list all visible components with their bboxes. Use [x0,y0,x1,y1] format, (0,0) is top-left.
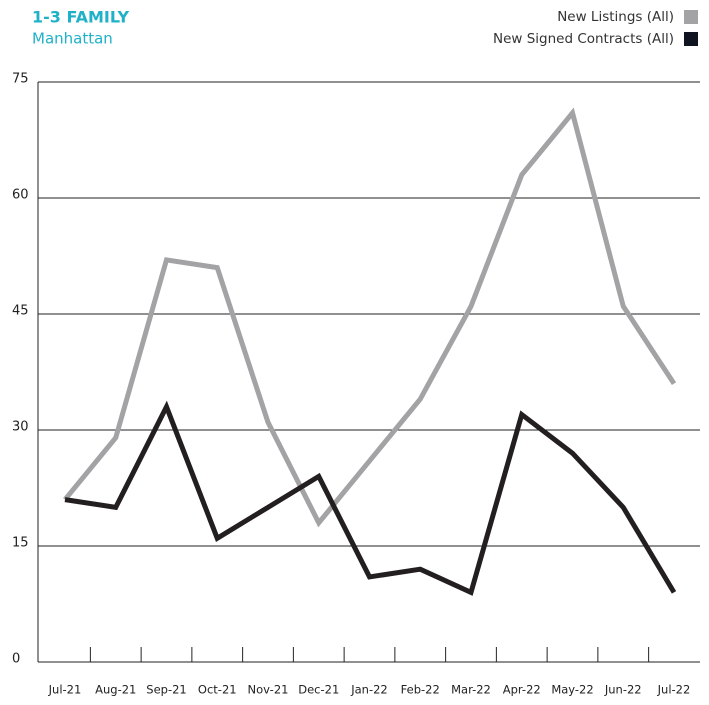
series-line [64,400,677,596]
y-tick-label: 45 [12,304,29,319]
x-tick-label: Jun-22 [604,683,642,697]
x-tick-label: Dec-21 [298,683,339,697]
x-tick-label: Jul-21 [48,683,82,697]
x-tick-label: Aug-21 [95,683,136,697]
x-tick-label: May-22 [551,683,593,697]
legend-label: New Listings (All) [557,9,674,25]
chart-title: 1-3 FAMILY [32,8,130,27]
y-tick-label: 75 [12,72,29,87]
x-tick-label: Sep-21 [146,683,186,697]
x-tick-label: Feb-22 [401,683,440,697]
x-tick-label: Mar-22 [451,683,491,697]
series-line [63,107,677,528]
y-tick-label: 30 [12,420,29,435]
y-tick-label: 60 [12,188,29,203]
y-tick-label: 0 [12,652,20,667]
x-tick-label: Nov-21 [248,683,289,697]
legend-swatch [684,32,698,46]
x-tick-label: Jan-22 [350,683,388,697]
x-tick-label: Jul-22 [657,683,691,697]
legend-label: New Signed Contracts (All) [493,31,674,47]
y-tick-label: 15 [12,536,29,551]
chart-subtitle: Manhattan [32,30,113,48]
x-tick-label: Oct-21 [198,683,237,697]
x-tick-label: Apr-22 [503,683,541,697]
legend-swatch [684,10,698,24]
